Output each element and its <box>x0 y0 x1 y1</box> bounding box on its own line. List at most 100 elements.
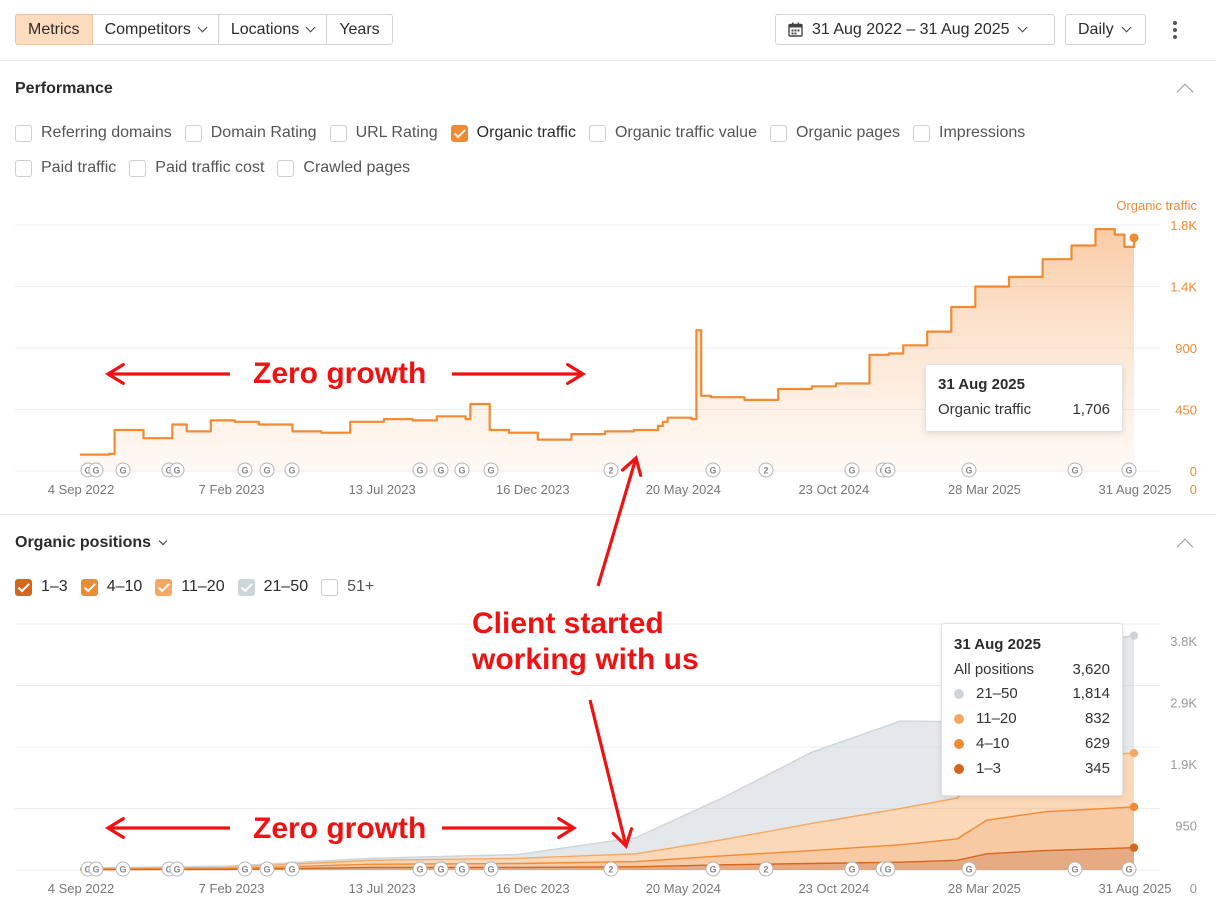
marker-circle <box>483 462 499 478</box>
checkbox-label: Impressions <box>939 124 1026 141</box>
marker-label: G <box>84 865 91 875</box>
google-update-marker-icon[interactable]: G <box>259 861 275 877</box>
google-update-marker-icon[interactable]: G <box>169 861 185 877</box>
marker-label: G <box>1125 865 1132 875</box>
checkbox-label: Domain Rating <box>210 124 317 141</box>
checkbox-icon <box>913 124 931 142</box>
google-update-marker-icon[interactable]: G <box>115 462 131 478</box>
tab-locations[interactable]: Locations <box>218 14 328 45</box>
marker-label: G <box>709 865 716 875</box>
annotation-count-marker[interactable]: 2 <box>603 861 619 877</box>
marker-label: G <box>487 466 494 476</box>
series-dot-icon <box>954 763 964 774</box>
position-11-20-checkbox[interactable]: 11–20 <box>155 578 225 596</box>
tab-metrics[interactable]: Metrics <box>15 14 93 45</box>
metric-referring-domains-checkbox[interactable]: Referring domains <box>15 124 172 142</box>
annotation-count-marker[interactable]: 2 <box>758 861 774 877</box>
more-options-icon[interactable] <box>1166 18 1184 42</box>
position-51plus-checkbox[interactable]: 51+ <box>321 578 374 596</box>
marker-label: G <box>487 865 494 875</box>
google-update-marker-icon[interactable]: G <box>961 462 977 478</box>
annotation-client-started: Client started working with us <box>472 606 699 678</box>
tooltip-series-row: 11–20 832 <box>954 710 1110 727</box>
google-update-marker-icon[interactable]: G <box>880 462 896 478</box>
metric-impressions-checkbox[interactable]: Impressions <box>913 124 1025 142</box>
marker-label: G <box>263 466 270 476</box>
google-update-marker-icon[interactable]: G <box>705 462 721 478</box>
google-update-marker-icon[interactable]: G <box>284 861 300 877</box>
google-update-marker-icon[interactable]: G <box>115 861 131 877</box>
metric-url-rating-checkbox[interactable]: URL Rating <box>329 124 438 142</box>
google-update-marker-icon[interactable]: G <box>88 462 104 478</box>
google-update-marker-icon[interactable]: G <box>1121 462 1137 478</box>
google-update-marker-icon[interactable]: G <box>412 462 428 478</box>
google-update-marker-icon[interactable]: G <box>259 462 275 478</box>
marker-label: G <box>965 865 972 875</box>
google-update-marker-icon[interactable]: G <box>454 861 470 877</box>
marker-label: G <box>1071 466 1078 476</box>
marker-circle <box>433 462 449 478</box>
checkbox-icon <box>321 578 339 596</box>
metric-organic-traffic-value-checkbox[interactable]: Organic traffic value <box>588 124 757 142</box>
checkbox-icon <box>184 124 202 142</box>
arrow-up-client <box>596 457 638 587</box>
y-tick-label: 0 <box>1190 464 1197 479</box>
google-update-marker-icon[interactable]: G <box>1067 861 1083 877</box>
metric-organic-traffic-checkbox[interactable]: Organic traffic <box>450 124 576 142</box>
checkbox-icon <box>129 159 147 177</box>
annotation-count-marker[interactable]: 2 <box>758 462 774 478</box>
marker-label: G <box>288 865 295 875</box>
organic-positions-dropdown[interactable]: Organic positions <box>15 534 168 552</box>
marker-circle <box>961 462 977 478</box>
metric-organic-pages-checkbox[interactable]: Organic pages <box>769 124 900 142</box>
divider <box>0 60 1216 61</box>
google-update-marker-icon[interactable]: G <box>169 462 185 478</box>
arrow-up-client-head <box>621 455 643 477</box>
google-update-marker-icon[interactable]: G <box>1121 861 1137 877</box>
y-tick-label: 900 <box>1175 341 1197 356</box>
position-1-3-checkbox[interactable]: 1–3 <box>15 578 68 596</box>
metric-paid-traffic-checkbox[interactable]: Paid traffic <box>15 159 116 177</box>
google-update-marker-icon[interactable]: G <box>237 861 253 877</box>
google-update-marker-icon[interactable]: G <box>880 861 896 877</box>
marker-label: G <box>965 466 972 476</box>
marker-circle <box>705 861 721 877</box>
x-tick-label: 28 Mar 2025 <box>948 482 1021 497</box>
marker-circle <box>284 861 300 877</box>
position-4-10-checkbox[interactable]: 4–10 <box>80 578 142 596</box>
annotation-count-marker[interactable]: 2 <box>603 462 619 478</box>
marker-label: G <box>173 865 180 875</box>
metric-domain-rating-checkbox[interactable]: Domain Rating <box>184 124 317 142</box>
google-update-marker-icon[interactable]: G <box>961 861 977 877</box>
google-update-marker-icon[interactable]: G <box>412 861 428 877</box>
checkbox-label: Paid traffic cost <box>155 159 265 176</box>
google-update-marker-icon[interactable]: G <box>483 462 499 478</box>
top-toolbar: Metrics Competitors Locations Years <box>15 14 393 45</box>
marker-label: G <box>1071 865 1078 875</box>
divider <box>0 514 1216 515</box>
google-update-marker-icon[interactable]: G <box>433 861 449 877</box>
checkbox-checked-icon <box>450 124 468 142</box>
google-update-marker-icon[interactable]: G <box>844 462 860 478</box>
tab-competitors[interactable]: Competitors <box>92 14 219 45</box>
metric-paid-traffic-cost-checkbox[interactable]: Paid traffic cost <box>129 159 264 177</box>
google-update-marker-icon[interactable]: G <box>284 462 300 478</box>
date-range-picker[interactable]: 31 Aug 2022 – 31 Aug 2025 <box>775 14 1055 45</box>
google-update-marker-icon[interactable]: G <box>88 861 104 877</box>
x-tick-label: 4 Sep 2022 <box>48 482 115 497</box>
google-update-marker-icon[interactable]: G <box>483 861 499 877</box>
metric-crawled-pages-checkbox[interactable]: Crawled pages <box>277 159 410 177</box>
last-point-marker <box>1129 748 1139 758</box>
position-21-50-checkbox[interactable]: 21–50 <box>237 578 308 596</box>
google-update-marker-icon[interactable]: G <box>237 462 253 478</box>
interval-dropdown[interactable]: Daily <box>1065 14 1146 45</box>
google-update-marker-icon[interactable]: G <box>1067 462 1083 478</box>
marker-circle <box>169 861 185 877</box>
google-update-marker-icon[interactable]: G <box>705 861 721 877</box>
marker-circle <box>603 462 619 478</box>
google-update-marker-icon[interactable]: G <box>844 861 860 877</box>
google-update-marker-icon[interactable]: G <box>454 462 470 478</box>
annotation-line-1: Client started <box>472 607 664 640</box>
tab-years[interactable]: Years <box>327 14 393 45</box>
google-update-marker-icon[interactable]: G <box>433 462 449 478</box>
